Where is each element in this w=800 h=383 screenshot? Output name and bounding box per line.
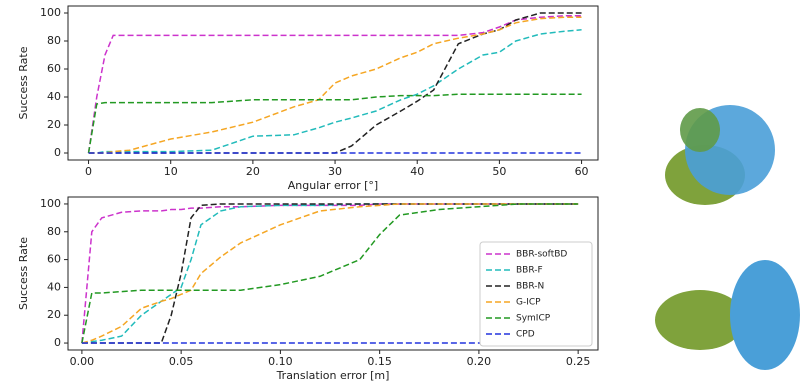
x-tick-label: 10 — [164, 165, 178, 178]
bunny-clouds — [655, 105, 800, 370]
legend-label: G-ICP — [516, 298, 541, 308]
x-tick-label: 40 — [410, 165, 424, 178]
x-tick-label: 60 — [575, 165, 589, 178]
series-line — [89, 13, 582, 153]
y-tick-label: 100 — [40, 6, 61, 19]
legend-label: BBR-F — [516, 266, 543, 276]
x-tick-label: 50 — [492, 165, 506, 178]
y-tick-label: 80 — [47, 225, 61, 238]
x-tick-label: 0.05 — [169, 355, 194, 368]
y-tick-label: 40 — [47, 280, 61, 293]
y-tick-label: 40 — [47, 90, 61, 103]
y-tick-label: 60 — [47, 253, 61, 266]
x-tick-label: 30 — [328, 165, 342, 178]
x-tick-label: 0.00 — [70, 355, 95, 368]
x-tick-label: 0.15 — [367, 355, 392, 368]
series-line — [89, 16, 582, 153]
y-tick-label: 20 — [47, 308, 61, 321]
legend-label: CPD — [516, 330, 535, 340]
legend-label: SymICP — [516, 314, 551, 324]
point-cloud-green — [680, 108, 720, 152]
x-tick-label: 0 — [85, 165, 92, 178]
y-tick-label: 80 — [47, 34, 61, 47]
y-tick-label: 0 — [54, 146, 61, 159]
point-cloud-blue — [730, 260, 800, 370]
plot-frame — [68, 6, 598, 160]
x-tick-label: 0.20 — [467, 355, 492, 368]
figure: 0 20 40 60 80 100 0 10 20 30 40 50 60 Angular error [… — [0, 0, 800, 383]
x-axis-title: Translation error [m] — [276, 369, 390, 382]
y-tick-label: 100 — [40, 197, 61, 210]
legend-label: BBR-softBD — [516, 250, 567, 260]
y-tick-label: 60 — [47, 62, 61, 75]
legend-label: BBR-N — [516, 282, 544, 292]
series-line — [89, 30, 582, 153]
legend: BBR-softBD BBR-F BBR-N G-ICP SymICP CPD — [480, 242, 592, 346]
series-line — [89, 94, 582, 153]
y-axis-title: Success Rate — [17, 46, 30, 119]
x-axis-title: Angular error [°] — [288, 179, 378, 192]
x-tick-label: 0.10 — [268, 355, 293, 368]
x-tick-label: 20 — [246, 165, 260, 178]
y-axis-title: Success Rate — [17, 237, 30, 310]
y-tick-label: 0 — [54, 336, 61, 349]
x-tick-label: 0.25 — [566, 355, 591, 368]
y-tick-label: 20 — [47, 118, 61, 131]
series-line — [89, 17, 582, 153]
